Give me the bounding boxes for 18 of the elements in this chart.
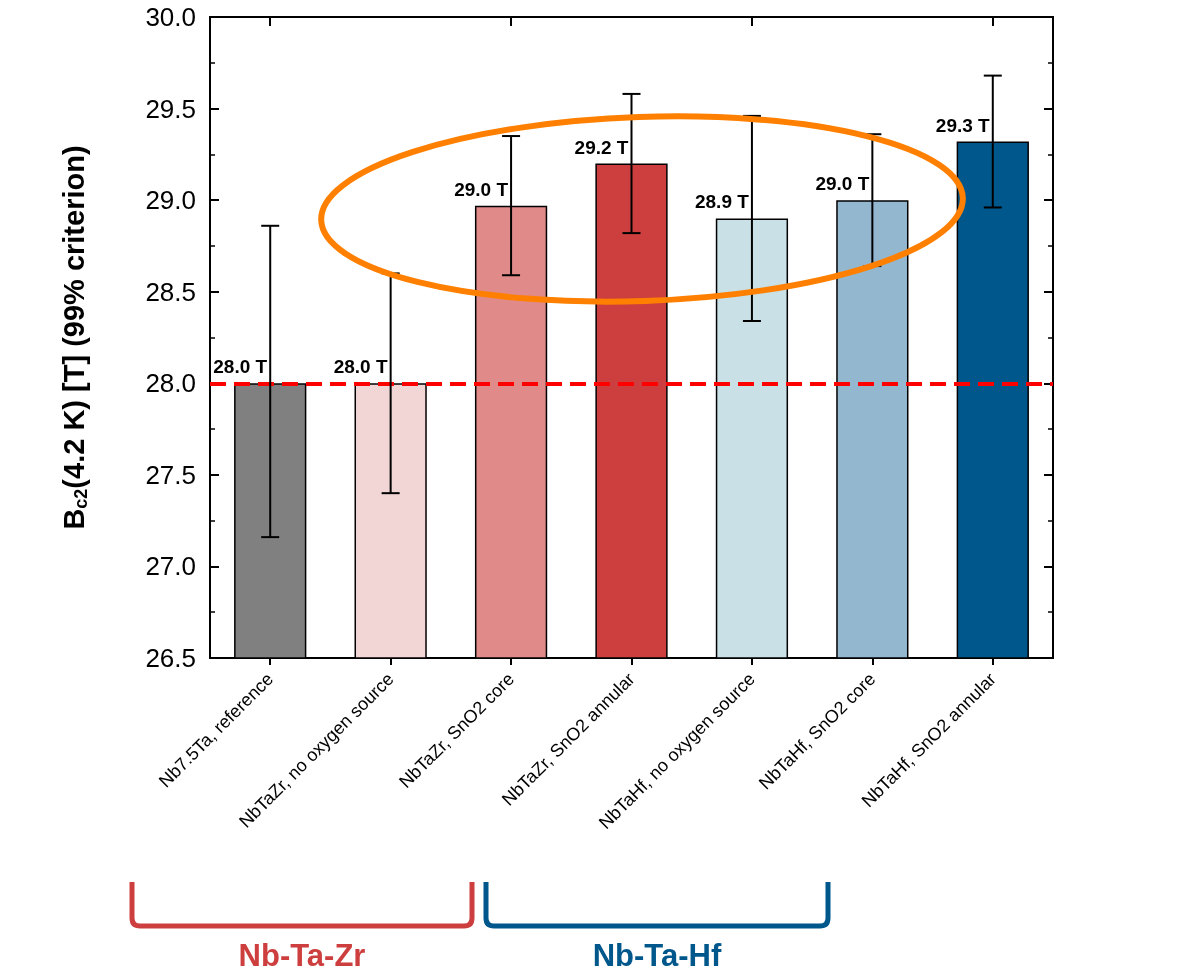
y-axis-title: Bc2(4.2 K) [T] (99% criterion) (58, 145, 91, 530)
y-tick-label: 28.5 (145, 276, 196, 307)
y-tick-label: 30.0 (145, 2, 196, 32)
text: Nb-Ta-Zr (238, 938, 366, 973)
data-label: 28.0 T (213, 356, 268, 378)
y-tick-label: 29.0 (145, 185, 196, 216)
data-label: 29.0 T (454, 178, 509, 200)
y-tick-label: 26.5 (145, 643, 196, 673)
data-label: 29.3 T (935, 114, 991, 136)
text: Nb-Ta-Hf (592, 938, 722, 973)
data-label: 29.0 T (815, 173, 870, 195)
y-tick-label: 29.5 (145, 93, 196, 124)
y-tick-label: 28.0 (145, 368, 196, 399)
y-tick-label: 27.5 (145, 459, 196, 490)
y-tick-label: 27.0 (145, 551, 196, 582)
data-label: 28.9 T (694, 191, 750, 213)
data-label: 28.0 T (333, 356, 388, 378)
data-label: 29.2 T (574, 136, 629, 158)
